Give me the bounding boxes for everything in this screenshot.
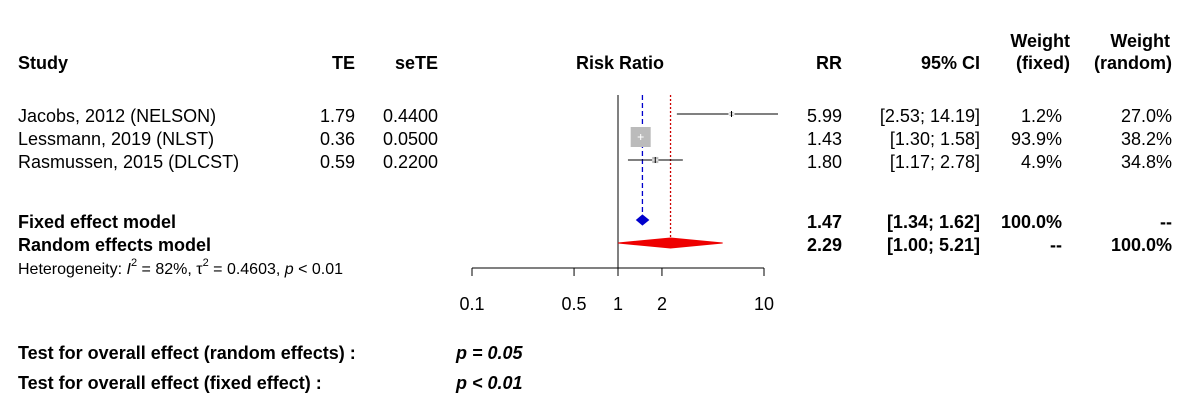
fixed-model-weight-fixed: 100.0% xyxy=(1000,212,1062,232)
header-te: TE xyxy=(331,53,355,73)
fixed-model-rr: 1.47 xyxy=(806,212,842,232)
header-study: Study xyxy=(18,53,69,73)
study-te: 1.79 xyxy=(319,106,355,126)
study-rr: 5.99 xyxy=(806,106,842,126)
study-rr: 1.80 xyxy=(806,152,842,172)
study-weight-fixed: 1.2% xyxy=(1020,106,1062,126)
random-model-weight-fixed: -- xyxy=(1050,235,1062,255)
fixed-model-weight-random: -- xyxy=(1160,212,1172,232)
study-sete: 0.2200 xyxy=(382,152,438,172)
x-axis-tick-label: 10 xyxy=(754,294,774,314)
study-weight-fixed: 4.9% xyxy=(1020,152,1062,172)
study-rr: 1.43 xyxy=(806,129,842,149)
study-name: Lessmann, 2019 (NLST) xyxy=(18,129,215,149)
tau-symbol: τ xyxy=(196,261,203,278)
tau-value: = 0.4603, xyxy=(208,261,285,278)
x-axis-tick-label: 2 xyxy=(657,294,667,314)
header-rr: RR xyxy=(816,53,842,73)
x-axis-tick-label: 0.1 xyxy=(459,294,484,314)
study-sete: 0.0500 xyxy=(382,129,438,149)
test-random-value: p = 0.05 xyxy=(456,343,523,363)
study-ci: [1.17; 2.78] xyxy=(889,152,980,172)
study-ci: [2.53; 14.19] xyxy=(879,106,980,126)
heterogeneity-prefix: Heterogeneity: xyxy=(18,261,127,278)
header-weight-fixed-line2: (fixed) xyxy=(1016,53,1070,73)
i2-symbol: I xyxy=(126,261,131,278)
study-weight-random: 27.0% xyxy=(1120,106,1172,126)
header-ci: 95% CI xyxy=(920,53,980,73)
x-axis-tick-label: 0.5 xyxy=(562,294,587,314)
study-te: 0.59 xyxy=(319,152,355,172)
test-random-label: Test for overall effect (random effects)… xyxy=(18,343,356,363)
p-symbol: p xyxy=(284,261,294,278)
fixed-effect-diamond xyxy=(635,214,650,226)
header-weight-random-line2: (random) xyxy=(1094,53,1172,73)
random-model-weight-random: 100.0% xyxy=(1110,235,1172,255)
i2-value: = 82%, xyxy=(137,261,197,278)
heterogeneity-text: Heterogeneity: I2 = 82%, τ2 = 0.4603, p … xyxy=(18,256,344,278)
header-risk-ratio: Risk Ratio xyxy=(575,53,665,73)
study-sete: 0.4400 xyxy=(382,106,438,126)
study-weight-fixed: 93.9% xyxy=(1010,129,1062,149)
header-weight-random-line1: Weight xyxy=(1110,31,1170,51)
p-value: < 0.01 xyxy=(293,261,344,278)
study-name: Rasmussen, 2015 (DLCST) xyxy=(18,152,240,172)
header-weight-fixed-line1: Weight xyxy=(1010,31,1070,51)
study-name: Jacobs, 2012 (NELSON) xyxy=(18,106,217,126)
study-weight-random: 38.2% xyxy=(1120,129,1172,149)
study-weight-random: 34.8% xyxy=(1120,152,1172,172)
test-fixed-label: Test for overall effect (fixed effect) : xyxy=(18,373,322,393)
fixed-model-label: Fixed effect model xyxy=(18,212,177,232)
fixed-model-ci: [1.34; 1.62] xyxy=(886,212,980,232)
study-ci: [1.30; 1.58] xyxy=(889,129,980,149)
x-axis-tick-label: 1 xyxy=(613,294,623,314)
random-model-label: Random effects model xyxy=(18,235,212,255)
test-fixed-value: p < 0.01 xyxy=(456,373,523,393)
random-model-ci: [1.00; 5.21] xyxy=(886,235,980,255)
header-sete: seTE xyxy=(394,53,438,73)
random-effect-diamond xyxy=(617,237,723,249)
study-te: 0.36 xyxy=(319,129,355,149)
random-model-rr: 2.29 xyxy=(806,235,842,255)
